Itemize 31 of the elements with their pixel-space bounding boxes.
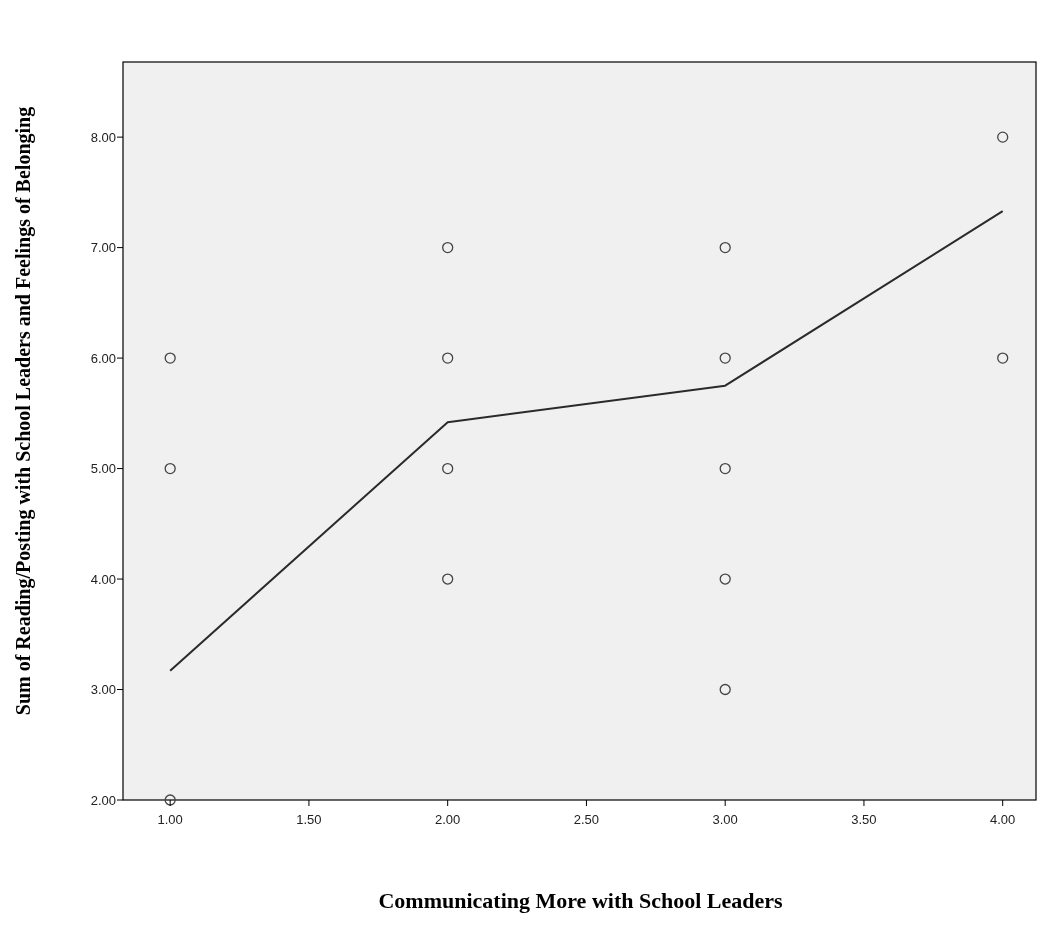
y-tick-label: 8.00 — [90, 129, 116, 145]
point — [719, 462, 731, 475]
x-tick-label: 2.00 — [435, 812, 461, 827]
x-axis-title: Communicating More with School Leaders — [378, 888, 783, 913]
point — [719, 352, 731, 364]
y-tick-label: 4.00 — [90, 571, 116, 587]
y-tick-label: 6.00 — [90, 350, 116, 366]
x-tick-label: 2.50 — [573, 812, 600, 827]
x-tick-label: 1.00 — [157, 812, 183, 827]
point — [164, 462, 176, 475]
y-tick-label: 5.00 — [90, 461, 116, 477]
point — [442, 573, 454, 585]
line-series — [169, 210, 1004, 672]
point — [442, 462, 454, 475]
y-axis-title: Sum of Reading/Posting with School Leaders and Feelings of Belonging — [12, 106, 35, 716]
y-tick-label: 3.00 — [90, 682, 116, 698]
x-tick-label: 4.00 — [990, 812, 1016, 827]
x-tick-label: 1.50 — [296, 812, 322, 827]
point — [719, 241, 731, 254]
point — [997, 352, 1009, 364]
x-tick-label: 3.00 — [712, 812, 738, 827]
x-tick-label: 3.50 — [851, 812, 877, 827]
y-tick-label: 2.00 — [90, 792, 116, 808]
point — [442, 241, 454, 254]
point — [442, 352, 454, 364]
y-tick-label: 7.00 — [90, 240, 116, 256]
point — [997, 131, 1009, 143]
point — [719, 573, 731, 585]
point — [164, 794, 176, 806]
point — [164, 352, 176, 364]
point — [719, 683, 731, 696]
